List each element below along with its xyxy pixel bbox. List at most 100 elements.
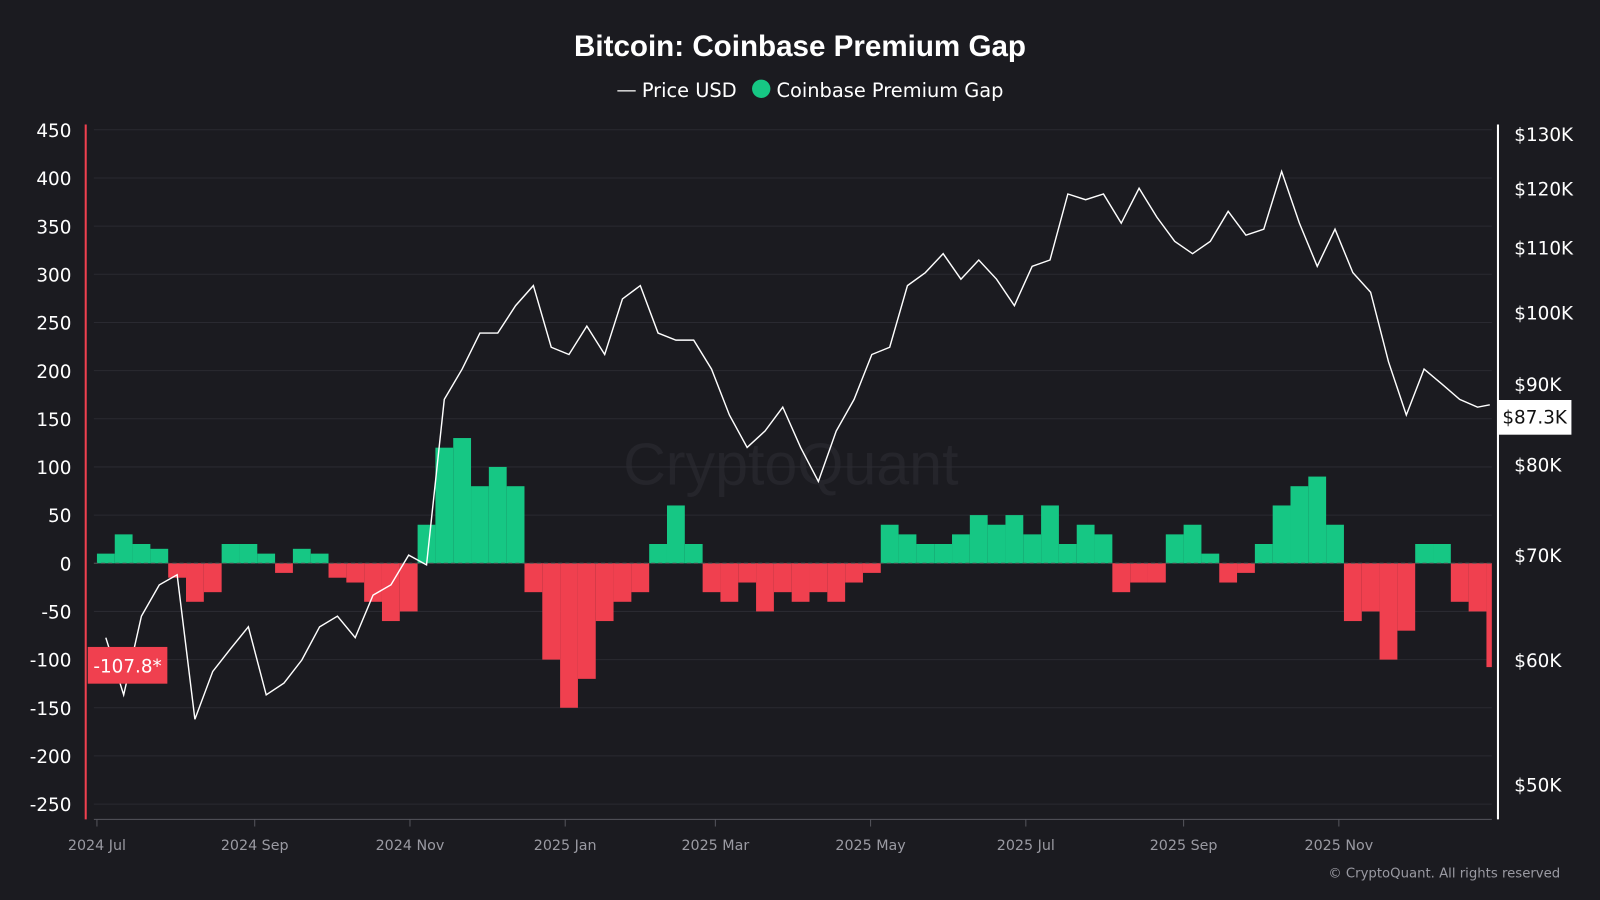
premium-bar bbox=[150, 548, 169, 564]
premium-bar bbox=[702, 563, 721, 593]
right-tick-label: $90K bbox=[1514, 375, 1562, 396]
left-tick-label: -100 bbox=[30, 651, 72, 672]
premium-bar bbox=[310, 553, 329, 564]
premium-bar bbox=[987, 524, 1006, 564]
premium-bar bbox=[203, 563, 222, 593]
premium-bar bbox=[471, 486, 489, 564]
right-current-badge: $87.3K bbox=[1497, 400, 1572, 435]
left-tick-label: 400 bbox=[36, 169, 71, 190]
x-tick-label: 2025 Sep bbox=[1150, 838, 1218, 854]
premium-bar bbox=[239, 544, 258, 564]
premium-bar bbox=[1468, 563, 1487, 612]
x-axis-ticks: 2024 Jul 2024 Sep 2024 Nov 2025 Jan 2025 Mar… bbox=[68, 819, 1374, 854]
premium-bar bbox=[720, 563, 739, 602]
x-tick-label: 2025 Nov bbox=[1305, 838, 1374, 854]
x-tick-label: 2024 Nov bbox=[376, 838, 445, 854]
premium-bar bbox=[1397, 563, 1416, 631]
premium-bar bbox=[1130, 563, 1148, 583]
premium-bar bbox=[773, 563, 792, 593]
left-current-badge: -107.8* bbox=[87, 646, 168, 684]
right-axis-ticks: $130K $120K $110K $100K $90K $80K $70K $60K $50K bbox=[1514, 125, 1574, 796]
premium-bar bbox=[1183, 524, 1202, 564]
left-axis-ticks: 450 400 350 300 250 200 150 100 50 0 -50 -100 -150 -2… bbox=[30, 121, 72, 816]
left-tick-label: 150 bbox=[36, 410, 71, 431]
left-current-value: -107.8* bbox=[93, 656, 161, 677]
legend-price-label[interactable]: Price USD bbox=[642, 79, 737, 102]
premium-bar bbox=[631, 563, 650, 593]
x-tick-label: 2025 Jan bbox=[534, 838, 597, 854]
premium-bar bbox=[916, 544, 935, 564]
premium-bar bbox=[328, 563, 347, 578]
premium-bar bbox=[542, 563, 561, 660]
x-tick-label: 2025 Mar bbox=[681, 838, 749, 854]
right-tick-label: $100K bbox=[1514, 303, 1574, 324]
premium-bar bbox=[132, 544, 151, 564]
left-tick-label: 350 bbox=[36, 217, 71, 238]
left-tick-label: 200 bbox=[36, 362, 71, 383]
premium-bar bbox=[524, 563, 543, 593]
left-tick-label: -200 bbox=[30, 747, 72, 768]
premium-bar bbox=[1112, 563, 1131, 593]
premium-bar bbox=[684, 544, 703, 564]
legend-premium-label[interactable]: Coinbase Premium Gap bbox=[777, 79, 1004, 102]
premium-bar bbox=[560, 563, 578, 708]
premium-bar bbox=[257, 553, 276, 564]
premium-bar bbox=[862, 563, 881, 573]
premium-bar bbox=[399, 563, 418, 612]
left-tick-label: -150 bbox=[30, 699, 72, 720]
left-tick-label: 0 bbox=[60, 554, 72, 575]
premium-bar bbox=[292, 548, 311, 564]
right-tick-label: $80K bbox=[1514, 455, 1562, 476]
left-tick-label: 250 bbox=[36, 314, 71, 335]
right-tick-label: $130K bbox=[1514, 125, 1574, 146]
left-tick-label: -50 bbox=[41, 603, 71, 624]
left-tick-label: -250 bbox=[30, 795, 72, 816]
grid bbox=[93, 129, 1492, 805]
premium-bar bbox=[791, 563, 810, 602]
premium-bar bbox=[738, 563, 757, 583]
x-tick-label: 2024 Jul bbox=[68, 838, 126, 854]
premium-bar bbox=[649, 544, 667, 564]
left-tick-label: 450 bbox=[36, 121, 71, 142]
premium-bar bbox=[969, 515, 988, 564]
premium-bar bbox=[827, 563, 846, 602]
premium-bar bbox=[898, 534, 917, 564]
premium-bar bbox=[613, 563, 632, 602]
premium-bar bbox=[756, 563, 774, 612]
premium-bar bbox=[1237, 563, 1255, 573]
right-tick-label: $120K bbox=[1514, 179, 1574, 200]
watermark: CryptoQuant bbox=[623, 431, 958, 498]
premium-bar bbox=[1254, 544, 1273, 564]
right-current-value: $87.3K bbox=[1502, 407, 1568, 428]
x-tick-label: 2024 Sep bbox=[221, 838, 289, 854]
left-tick-label: 100 bbox=[36, 458, 71, 479]
premium-bar bbox=[1076, 524, 1095, 564]
premium-bar bbox=[1219, 563, 1238, 583]
premium-bar bbox=[506, 486, 525, 564]
chart-title: Bitcoin: Coinbase Premium Gap bbox=[574, 30, 1026, 63]
premium-bar bbox=[1005, 515, 1024, 564]
premium-bar bbox=[1433, 544, 1451, 564]
premium-bar bbox=[435, 447, 454, 564]
x-tick-label: 2025 May bbox=[835, 838, 906, 854]
premium-bar bbox=[114, 534, 133, 564]
right-tick-label: $60K bbox=[1514, 651, 1562, 672]
premium-bar bbox=[595, 563, 614, 622]
right-tick-label: $110K bbox=[1514, 239, 1574, 260]
premium-bars bbox=[96, 438, 1492, 708]
premium-bar bbox=[880, 524, 899, 564]
premium-bar bbox=[809, 563, 828, 593]
premium-bar bbox=[186, 563, 204, 602]
premium-bar bbox=[577, 563, 596, 679]
premium-bar bbox=[1201, 553, 1220, 564]
price-line bbox=[105, 169, 1490, 720]
premium-bar bbox=[1486, 563, 1492, 668]
premium-bar bbox=[275, 563, 293, 573]
left-tick-label: 300 bbox=[36, 265, 71, 286]
premium-bar bbox=[96, 553, 115, 564]
premium-bar bbox=[488, 466, 507, 564]
legend-premium-marker bbox=[752, 79, 771, 98]
premium-bar bbox=[1290, 486, 1309, 564]
premium-bar bbox=[1343, 563, 1362, 622]
